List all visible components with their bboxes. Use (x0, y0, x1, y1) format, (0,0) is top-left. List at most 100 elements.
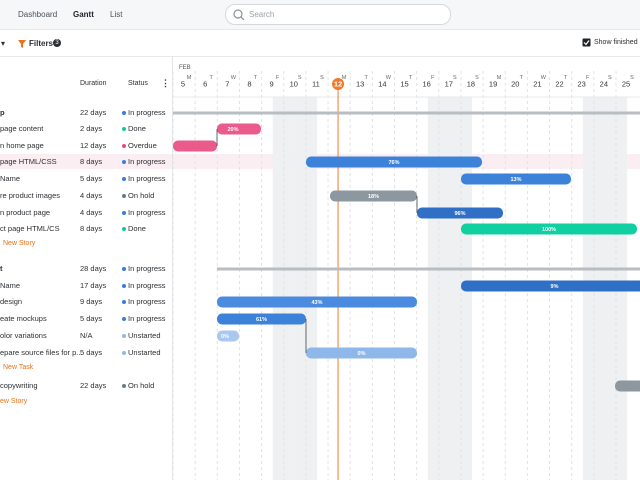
status-dot (122, 144, 126, 148)
weekday: F (586, 75, 590, 81)
duration: 4 days (80, 191, 103, 200)
day: 25 (622, 80, 630, 89)
task-name[interactable]: p (0, 108, 5, 117)
task-name[interactable]: n home page (0, 141, 44, 150)
collapse-caret[interactable]: ▾ (1, 39, 6, 48)
duration: 28 days (80, 264, 107, 273)
task-bar (330, 190, 417, 202)
day: 24 (600, 80, 608, 89)
day: 9 (270, 80, 274, 89)
task-name[interactable]: copywriting (0, 381, 38, 390)
duration: 12 days (80, 141, 107, 150)
add-link[interactable]: ew Story (0, 398, 28, 405)
task-name[interactable]: ct page HTML/CS (0, 224, 60, 233)
task-name[interactable]: epare source files for p... (0, 348, 83, 357)
day: 6 (203, 80, 207, 89)
weekday: S (320, 75, 324, 81)
day: 13 (356, 80, 364, 89)
status: In progress (128, 314, 166, 323)
task-name[interactable]: page content (0, 124, 44, 133)
checkbox[interactable] (582, 38, 591, 47)
progress-label: 61% (256, 317, 267, 323)
column-menu[interactable]: ⋮ (161, 78, 170, 88)
add-link[interactable]: New Task (3, 364, 34, 371)
progress-label: 76% (388, 160, 399, 166)
task-name[interactable]: design (0, 297, 23, 306)
status: In progress (128, 264, 166, 273)
day: 8 (247, 80, 251, 89)
duration: 22 days (80, 108, 107, 117)
weekday: T (365, 75, 369, 81)
status-dot (122, 111, 126, 115)
status: Overdue (128, 141, 157, 150)
status: In progress (128, 297, 166, 306)
task-bar (217, 123, 261, 135)
weekday: F (431, 75, 435, 81)
show-finished-label[interactable]: Show finished (594, 39, 638, 46)
duration: 5 days (80, 314, 103, 323)
task-name[interactable]: n product page (0, 208, 51, 217)
task-name[interactable]: t (0, 264, 3, 273)
task-name[interactable]: olor variations (0, 331, 47, 340)
nav-tab[interactable]: Gantt (73, 10, 94, 19)
weekday: T (409, 75, 413, 81)
task-name[interactable]: eate mockups (0, 314, 47, 323)
task-bar (615, 380, 640, 392)
task-bar (461, 223, 637, 235)
weekday: S (608, 75, 612, 81)
task-bar (217, 313, 306, 325)
status: On hold (128, 191, 155, 200)
day: 23 (578, 80, 586, 89)
status-dot (122, 160, 126, 164)
day: 7 (225, 80, 229, 89)
today-marker (332, 78, 345, 90)
task-bar (173, 140, 217, 152)
day: 5 (181, 80, 185, 89)
weekday: F (276, 75, 280, 81)
search-placeholder: Search (249, 10, 275, 19)
task-bar (217, 296, 417, 308)
progress-label: 20% (227, 127, 238, 133)
day: 10 (290, 80, 298, 89)
weekday: W (541, 75, 547, 81)
weekday: T (564, 75, 568, 81)
status: In progress (128, 281, 166, 290)
duration: 8 days (80, 224, 103, 233)
add-link[interactable]: New Story (3, 240, 36, 247)
duration: 22 days (80, 381, 107, 390)
progress-label: 0% (358, 351, 366, 357)
status-dot (122, 384, 126, 388)
weekday: W (231, 75, 237, 81)
filter-icon (18, 40, 26, 48)
column-header: Duration (80, 80, 107, 87)
task-name[interactable]: re product images (0, 191, 61, 200)
weekday: M (342, 75, 347, 81)
task-bar (306, 347, 417, 359)
progress-label: 96% (454, 211, 465, 217)
search-icon (233, 9, 245, 21)
status-dot (122, 300, 126, 304)
progress-label: 43% (311, 300, 322, 306)
nav-tab[interactable]: List (110, 10, 123, 19)
task-name[interactable]: Name (0, 281, 21, 290)
nav-tab[interactable]: Dashboard (18, 10, 58, 19)
status: On hold (128, 381, 155, 390)
row-highlight (0, 154, 172, 169)
task-name[interactable]: Name (0, 174, 21, 183)
weekday: S (475, 75, 479, 81)
status-dot (122, 194, 126, 198)
status-dot (122, 127, 126, 131)
task-bar (417, 207, 503, 219)
weekday: M (187, 75, 192, 81)
nav-bar: Search (0, 0, 640, 30)
day: 16 (422, 80, 430, 89)
month: FEB (179, 65, 191, 71)
filters-button[interactable]: Filters (29, 39, 54, 48)
status-dot (122, 267, 126, 271)
divider (0, 56, 640, 57)
status-dot (122, 177, 126, 181)
day: 12 (334, 80, 342, 89)
day: 19 (489, 80, 497, 89)
task-name[interactable]: page HTML/CSS (0, 157, 57, 166)
search-box[interactable]: Search (225, 4, 451, 25)
